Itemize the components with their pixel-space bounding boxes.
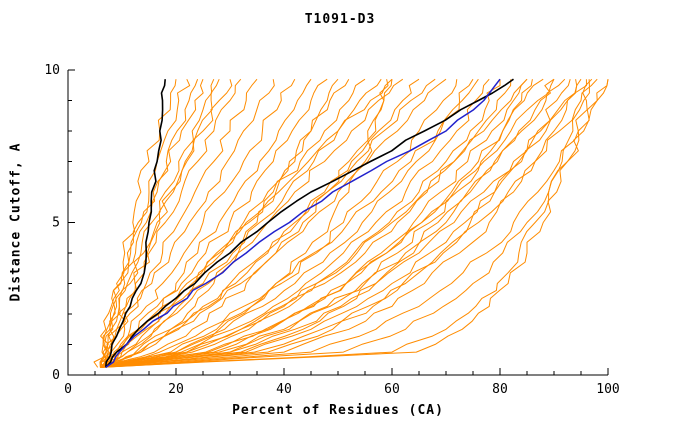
predicted-model-curves (100, 78, 479, 368)
predicted-model-curves (100, 78, 566, 368)
predicted-model-curves (100, 79, 590, 368)
chart-title: T1091-D3 (304, 12, 376, 27)
predicted-model-curves (100, 78, 447, 368)
predicted-model-curves (100, 78, 528, 368)
predicted-model-curves (102, 78, 191, 368)
predicted-model-curves (100, 79, 533, 368)
y-tick-label: 5 (52, 216, 60, 231)
predicted-model-curves (100, 78, 420, 368)
x-tick-label: 100 (596, 382, 619, 397)
y-tick-label: 0 (52, 368, 60, 383)
predicted-model-curves (100, 78, 404, 368)
predicted-model-curves (93, 79, 199, 368)
predicted-model-curves (100, 79, 587, 368)
predicted-model-curves (100, 78, 474, 368)
predicted-model-curves (99, 79, 204, 368)
predicted-model-curves (100, 79, 609, 368)
predicted-model-curves (102, 78, 436, 368)
predicted-model-curves (102, 78, 350, 368)
y-axis-title: Distance Cutoff, A (8, 142, 24, 302)
predicted-model-curves (100, 78, 582, 368)
predicted-model-curves (105, 78, 242, 368)
x-tick-label: 80 (492, 382, 508, 397)
y-tick-label: 10 (44, 63, 60, 78)
predicted-model-curves (100, 79, 393, 368)
predicted-model-curves (100, 79, 233, 368)
predicted-model-curves (100, 78, 555, 368)
x-tick-label: 20 (168, 382, 184, 397)
x-axis-title: Percent of Residues (CA) (232, 403, 444, 418)
predicted-model-curves (100, 79, 275, 368)
predicted-model-curves (103, 78, 490, 368)
predicted-model-curves (100, 79, 458, 368)
x-tick-label: 40 (276, 382, 292, 397)
predicted-model-curves (100, 78, 555, 368)
highlighted-model-curve (105, 78, 501, 369)
x-tick-label: 60 (384, 382, 400, 397)
predicted-model-curves (100, 78, 598, 368)
reference-curve-diagonal (105, 78, 514, 368)
predicted-model-curves (100, 78, 339, 368)
predicted-model-curves (99, 79, 177, 368)
predicted-model-curves (100, 78, 528, 368)
predicted-model-curves (100, 79, 571, 368)
reference-curve-steep (105, 79, 166, 368)
predicted-model-curves (100, 79, 609, 368)
predicted-model-curves (100, 78, 312, 368)
x-tick-label: 0 (64, 382, 72, 397)
predicted-model-curves (102, 78, 296, 368)
predicted-model-curves (100, 79, 578, 368)
predicted-model-curves (100, 78, 366, 368)
predicted-model-curves (100, 79, 512, 368)
predicted-model-curves (100, 78, 220, 368)
predicted-model-curves (100, 78, 593, 368)
